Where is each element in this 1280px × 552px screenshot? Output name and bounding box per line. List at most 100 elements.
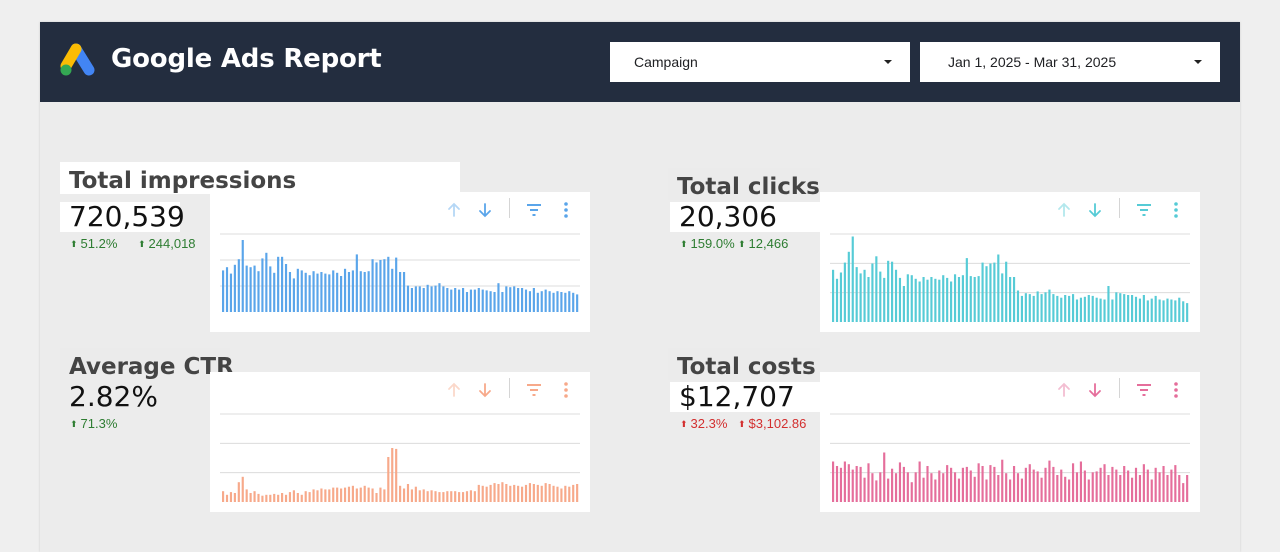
chart-bar[interactable] <box>355 254 358 312</box>
chart-bar[interactable] <box>1087 479 1090 503</box>
sort-descending-icon[interactable] <box>475 200 495 220</box>
chart-bar[interactable] <box>399 272 402 312</box>
chart-bar[interactable] <box>265 494 268 502</box>
chart-bar[interactable] <box>883 452 886 503</box>
chart-bar[interactable] <box>450 491 453 502</box>
chart-bar[interactable] <box>1186 303 1189 322</box>
chart-bar[interactable] <box>430 286 433 312</box>
chart-bar[interactable] <box>871 473 874 502</box>
date-range-dropdown[interactable]: Jan 1, 2025 - Mar 31, 2025 <box>920 42 1220 82</box>
chart-bar[interactable] <box>969 276 972 322</box>
chart-bar[interactable] <box>1115 292 1118 322</box>
chart-bar[interactable] <box>1099 467 1102 502</box>
chart-bar[interactable] <box>1174 300 1177 322</box>
chart-bar[interactable] <box>568 486 571 502</box>
chart-bar[interactable] <box>387 457 390 502</box>
chart-bar[interactable] <box>544 289 547 312</box>
chart-bar[interactable] <box>938 470 941 503</box>
chart-bar[interactable] <box>1028 464 1031 502</box>
chart-bar[interactable] <box>222 491 225 502</box>
chart-bar[interactable] <box>249 267 252 312</box>
chart-bar[interactable] <box>1130 295 1134 322</box>
chart-bar[interactable] <box>835 466 839 502</box>
chart-bar[interactable] <box>269 494 272 502</box>
chart-bar[interactable] <box>1009 479 1012 503</box>
chart-bar[interactable] <box>552 485 555 502</box>
chart-bar[interactable] <box>859 273 862 322</box>
chart-bar[interactable] <box>548 484 551 502</box>
chart-bar[interactable] <box>410 288 413 312</box>
filter-icon[interactable] <box>1134 200 1154 220</box>
chart-bar[interactable] <box>843 461 846 503</box>
chart-bar[interactable] <box>997 254 1000 323</box>
chart-bar[interactable] <box>312 271 315 312</box>
chart-bar[interactable] <box>961 467 964 502</box>
chart-bar[interactable] <box>438 283 441 312</box>
chart-bar[interactable] <box>225 267 229 312</box>
chart-bar[interactable] <box>953 274 957 322</box>
chart-bar[interactable] <box>434 285 437 312</box>
chart-bar[interactable] <box>340 276 343 312</box>
chart-bar[interactable] <box>1107 286 1110 322</box>
chart-bar[interactable] <box>863 477 866 502</box>
chart-bar[interactable] <box>328 489 331 502</box>
chart-bar[interactable] <box>513 484 516 502</box>
chart-bar[interactable] <box>505 286 508 312</box>
chart-bar[interactable] <box>489 291 492 312</box>
chart-bar[interactable] <box>989 263 992 323</box>
chart-bar[interactable] <box>237 482 240 502</box>
chart-bar[interactable] <box>1103 299 1106 323</box>
chart-bar[interactable] <box>465 491 469 502</box>
chart-bar[interactable] <box>946 277 949 322</box>
chart-bar[interactable] <box>934 479 937 503</box>
chart-bar[interactable] <box>241 476 244 502</box>
chart-bar[interactable] <box>501 292 504 312</box>
chart-bar[interactable] <box>1099 298 1102 322</box>
chart-bar[interactable] <box>434 491 437 502</box>
chart-bar[interactable] <box>1095 471 1098 502</box>
chart-bar[interactable] <box>375 493 378 502</box>
chart-bar[interactable] <box>528 483 532 502</box>
chart-bar[interactable] <box>1079 461 1083 503</box>
chart-bar[interactable] <box>288 272 292 312</box>
sort-ascending-icon[interactable] <box>1054 200 1074 220</box>
chart-bar[interactable] <box>540 485 543 502</box>
chart-bar[interactable] <box>1012 466 1016 502</box>
chart-bar[interactable] <box>1166 298 1169 322</box>
chart-bar[interactable] <box>229 273 233 312</box>
chart-bar[interactable] <box>965 258 968 322</box>
chart-bar[interactable] <box>481 485 484 502</box>
chart-bar[interactable] <box>894 473 898 502</box>
more-options-icon[interactable] <box>556 200 576 220</box>
chart-bar[interactable] <box>281 256 284 312</box>
chart-bar[interactable] <box>875 480 878 502</box>
chart-bar[interactable] <box>532 288 535 312</box>
chart-bar[interactable] <box>1103 464 1106 502</box>
chart-bar[interactable] <box>965 466 968 502</box>
chart-bar[interactable] <box>379 487 382 502</box>
chart-bar[interactable] <box>363 485 366 502</box>
chart-bar[interactable] <box>351 270 354 312</box>
chart-bar[interactable] <box>284 494 288 502</box>
chart-bar[interactable] <box>418 286 421 312</box>
chart-bar[interactable] <box>355 488 358 503</box>
chart-bar[interactable] <box>493 483 496 502</box>
chart-bar[interactable] <box>249 493 252 502</box>
chart-bar[interactable] <box>883 277 886 322</box>
chart-bar[interactable] <box>1016 290 1020 323</box>
chart-bar[interactable] <box>1005 261 1008 322</box>
chart-bar[interactable] <box>324 489 327 502</box>
chart-bar[interactable] <box>1178 475 1181 502</box>
chart-bar[interactable] <box>422 288 425 312</box>
chart-bar[interactable] <box>383 259 386 312</box>
chart-bar[interactable] <box>548 291 551 312</box>
chart-bar[interactable] <box>930 277 933 322</box>
chart-bar[interactable] <box>847 464 850 502</box>
chart-bar[interactable] <box>859 466 862 502</box>
chart-bar[interactable] <box>1012 277 1016 322</box>
chart-bar[interactable] <box>336 487 339 502</box>
chart-bar[interactable] <box>1068 295 1071 322</box>
sort-descending-icon[interactable] <box>1085 380 1105 400</box>
chart-bar[interactable] <box>977 463 980 502</box>
chart-bar[interactable] <box>414 286 417 312</box>
